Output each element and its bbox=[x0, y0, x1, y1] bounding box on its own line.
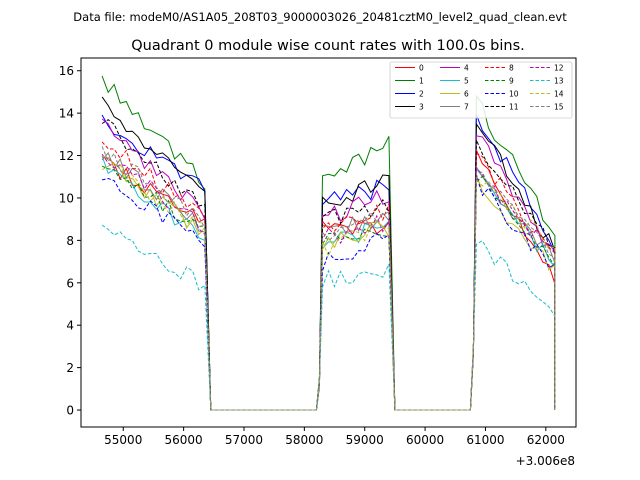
plot-area bbox=[80, 57, 577, 428]
series-line-13 bbox=[101, 224, 556, 411]
x-tick-label: 57000 bbox=[225, 433, 263, 447]
legend-box bbox=[389, 61, 573, 119]
x-tick-label: 59000 bbox=[346, 433, 384, 447]
legend-label-7: 7 bbox=[464, 103, 469, 112]
legend-label-10: 10 bbox=[509, 90, 519, 99]
x-tick-label: 62000 bbox=[527, 433, 565, 447]
y-tick-label: 14 bbox=[59, 107, 74, 121]
legend-label-12: 12 bbox=[554, 64, 564, 73]
y-tick-label: 4 bbox=[66, 319, 74, 333]
y-tick-label: 6 bbox=[66, 276, 74, 290]
x-axis: 55000 56000 57000 58000 59000 60000 61000 62000 bbox=[104, 427, 565, 447]
legend-label-11: 11 bbox=[509, 103, 519, 112]
legend-label-6: 6 bbox=[464, 90, 469, 99]
x-tick-label: 55000 bbox=[104, 433, 142, 447]
legend-label-5: 5 bbox=[464, 77, 469, 86]
legend-label-1: 1 bbox=[419, 77, 424, 86]
series-line-1 bbox=[101, 75, 556, 411]
legend-label-9: 9 bbox=[509, 77, 514, 86]
x-offset-label: +3.006e8 bbox=[516, 454, 575, 468]
series-line-12 bbox=[101, 153, 556, 411]
series-line-11 bbox=[101, 119, 556, 411]
legend-label-0: 0 bbox=[419, 64, 424, 73]
x-tick-label: 61000 bbox=[466, 433, 504, 447]
legend-label-8: 8 bbox=[509, 64, 514, 73]
x-tick-label: 60000 bbox=[406, 433, 444, 447]
legend-label-4: 4 bbox=[464, 64, 469, 73]
y-tick-label: 8 bbox=[66, 234, 74, 248]
y-tick-label: 16 bbox=[59, 64, 74, 78]
series-line-9 bbox=[101, 165, 556, 411]
series-line-4 bbox=[101, 118, 556, 411]
y-tick-label: 0 bbox=[66, 404, 74, 418]
y-tick-label: 2 bbox=[66, 361, 74, 375]
axes-frame bbox=[80, 57, 577, 428]
series-line-10 bbox=[101, 174, 556, 411]
series-line-8 bbox=[101, 141, 556, 411]
y-tick-label: 10 bbox=[59, 191, 74, 205]
legend-label-3: 3 bbox=[419, 103, 424, 112]
x-tick-label: 58000 bbox=[285, 433, 323, 447]
legend-label-13: 13 bbox=[554, 77, 564, 86]
legend-label-2: 2 bbox=[419, 90, 424, 99]
series-line-15 bbox=[101, 146, 556, 411]
legend-label-14: 14 bbox=[554, 90, 564, 99]
legend-label-15: 15 bbox=[554, 103, 564, 112]
y-tick-label: 12 bbox=[59, 149, 74, 163]
x-tick-label: 56000 bbox=[165, 433, 203, 447]
chart-title: Quadrant 0 module wise count rates with … bbox=[131, 38, 525, 54]
figure-suptitle: Data file: modeM0/AS1A05_208T03_90000030… bbox=[73, 10, 567, 24]
series-line-14 bbox=[101, 155, 556, 411]
series-layer bbox=[101, 75, 556, 411]
y-axis: 0 2 4 6 8 10 12 14 16 bbox=[59, 64, 81, 418]
series-line-3 bbox=[101, 96, 556, 411]
